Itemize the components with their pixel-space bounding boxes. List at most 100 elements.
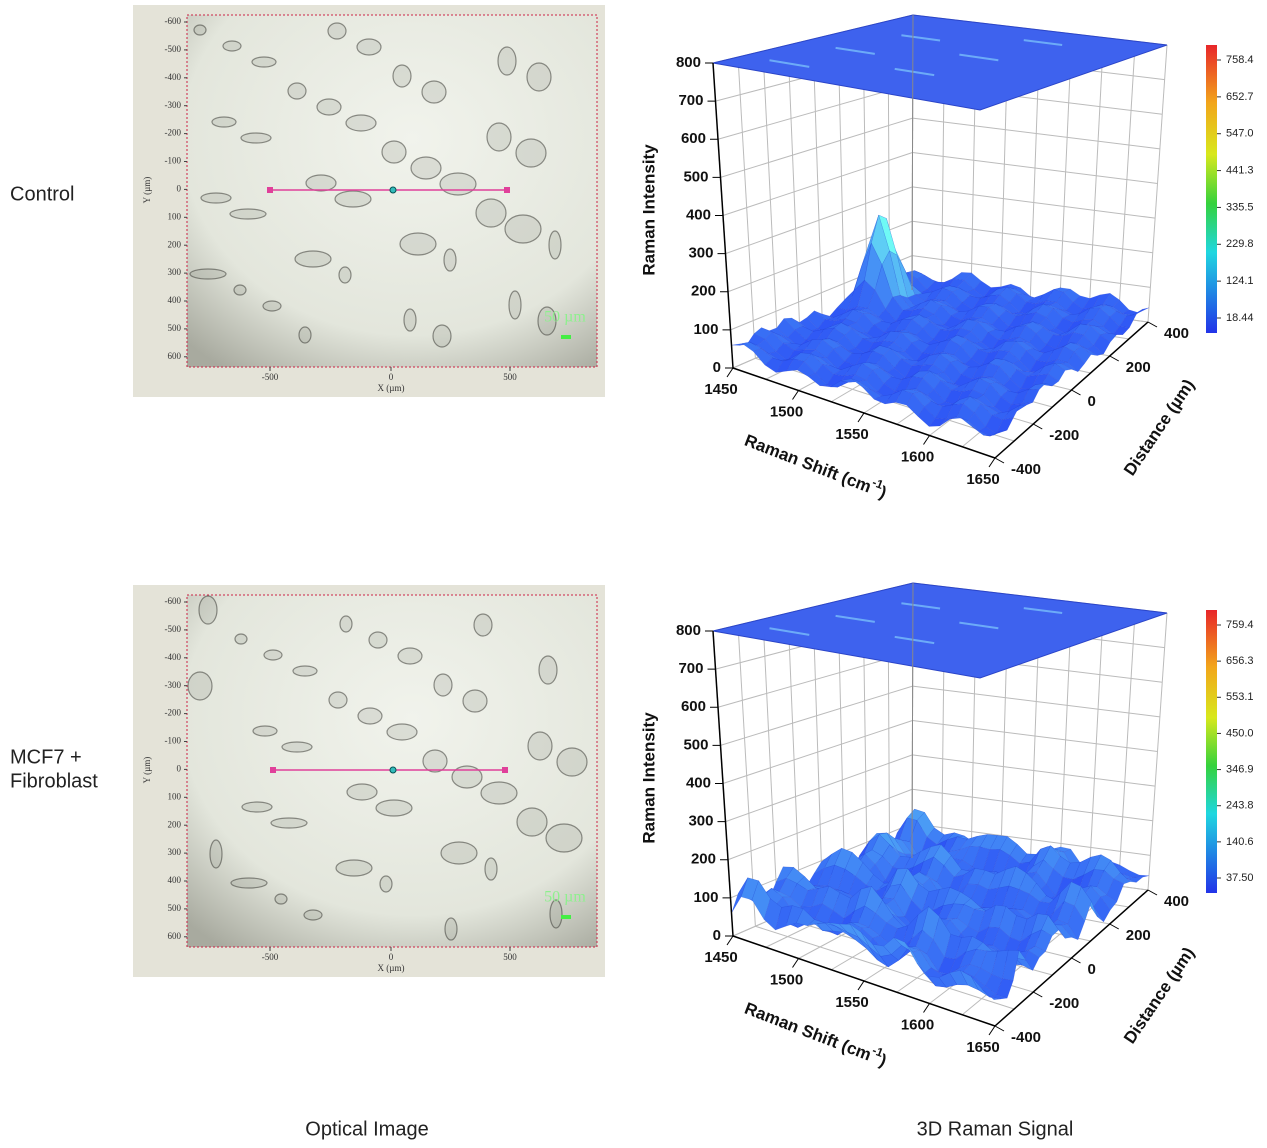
surface-patch	[1093, 334, 1111, 355]
colorbar-label: 124.1	[1226, 275, 1254, 287]
grid-line	[812, 38, 823, 330]
y-tick-label: 100	[168, 791, 182, 801]
y-axis-label: Y (µm)	[142, 177, 152, 204]
top-plane	[712, 582, 1168, 679]
shift-tick-label: 1650	[966, 471, 999, 488]
caption: 3D Raman Signal	[917, 1118, 1074, 1140]
y-tick-label: -600	[165, 596, 182, 606]
surface-patch	[1080, 345, 1098, 356]
y-tick-label: -400	[165, 652, 182, 662]
z-tick-label: 500	[683, 736, 708, 753]
cell	[392, 64, 412, 88]
cell	[234, 633, 248, 645]
cell	[339, 615, 353, 633]
distance-axis-label: Distance (µm)	[1120, 376, 1198, 479]
top-streak	[959, 53, 999, 62]
cell	[549, 899, 563, 929]
distance-tick-label: 200	[1126, 927, 1151, 944]
cell	[504, 214, 542, 244]
grid-line	[1118, 41, 1136, 319]
optical-panel: -600 -500 -400 -300 -200 -100 0 100 200 300 400 500…	[133, 5, 605, 397]
y-tick-label: 0	[177, 763, 182, 773]
colorbar-label: 547.0	[1226, 128, 1254, 140]
grid-line	[1088, 37, 1104, 315]
distance-tick-label: -400	[1011, 461, 1041, 478]
surface-patch	[1099, 332, 1118, 343]
colorbar-label: 652.7	[1226, 91, 1254, 103]
grid-line	[787, 44, 801, 339]
z-tick-label: 200	[691, 851, 716, 868]
y-tick-label: -300	[165, 680, 182, 690]
y-tick-label: -100	[165, 736, 182, 746]
axis-edge	[911, 582, 914, 859]
cell	[443, 248, 457, 272]
cell	[240, 132, 272, 144]
grid-line	[1147, 44, 1168, 323]
top-streak	[1023, 39, 1063, 46]
cell	[222, 40, 242, 52]
x-axis-label: X (µm)	[378, 383, 405, 393]
colorbar-label: 229.8	[1226, 238, 1254, 250]
cell	[410, 156, 442, 180]
row-label: Control	[10, 183, 74, 205]
cell	[189, 268, 227, 280]
top-streak	[769, 59, 810, 68]
cell	[538, 655, 558, 685]
row-label: MCF7 +	[10, 746, 82, 768]
cell	[346, 783, 378, 801]
distance-tick	[1109, 355, 1119, 362]
surface-patch	[1047, 362, 1066, 382]
cell	[439, 172, 477, 196]
cell	[421, 80, 447, 104]
cell	[187, 671, 213, 701]
z-tick-label: 200	[691, 283, 716, 300]
cell	[298, 326, 312, 344]
grid-line	[737, 56, 756, 359]
y-tick-label: -200	[165, 708, 182, 718]
cell	[422, 749, 448, 773]
cell	[241, 801, 273, 813]
cell	[527, 731, 553, 761]
surface-patch	[1014, 957, 1034, 971]
grid-line	[762, 618, 779, 917]
cell	[303, 909, 323, 921]
x-tick-label: -500	[262, 952, 279, 962]
shift-tick	[857, 980, 865, 991]
surface-patch	[1106, 878, 1125, 903]
cell	[335, 859, 373, 877]
z-tick-label: 800	[676, 622, 701, 639]
cell	[379, 875, 393, 893]
distance-tick-label: -200	[1049, 995, 1079, 1012]
cell	[433, 673, 453, 697]
top-streak	[1023, 607, 1063, 614]
raman-panel: 0 100 200 300 400 500 600 700 800 1450 1500 1550 160…	[639, 14, 1254, 503]
top-streak	[769, 627, 810, 636]
cell	[516, 807, 548, 837]
surface-patch	[983, 430, 1001, 437]
cell	[462, 689, 488, 713]
cell	[515, 138, 547, 168]
z-tick-label: 300	[688, 813, 713, 830]
distance-tick	[1071, 957, 1081, 964]
surface-patch	[1074, 345, 1092, 365]
shift-tick	[923, 435, 930, 445]
cell	[368, 631, 388, 649]
surface-patch	[1100, 894, 1118, 911]
colorbar-label: 18.44	[1226, 312, 1254, 324]
cell	[292, 665, 318, 677]
raman-panel: 0 100 200 300 400 500 600 700 800 1450 1500 1550 160…	[639, 582, 1254, 1071]
y-tick-label: -500	[165, 44, 182, 54]
grid-line	[1088, 605, 1104, 883]
shift-tick	[988, 457, 996, 468]
scale-bar	[561, 335, 571, 339]
shift-tick	[726, 367, 734, 378]
axis-edge	[911, 14, 914, 291]
scan-center	[389, 186, 397, 194]
shift-tick-label: 1450	[704, 381, 737, 398]
colorbar-label: 758.4	[1226, 54, 1254, 66]
cell	[233, 284, 247, 296]
top-streak	[835, 614, 875, 623]
z-tick-label: 400	[686, 206, 711, 223]
distance-tick-label: -200	[1049, 427, 1079, 444]
